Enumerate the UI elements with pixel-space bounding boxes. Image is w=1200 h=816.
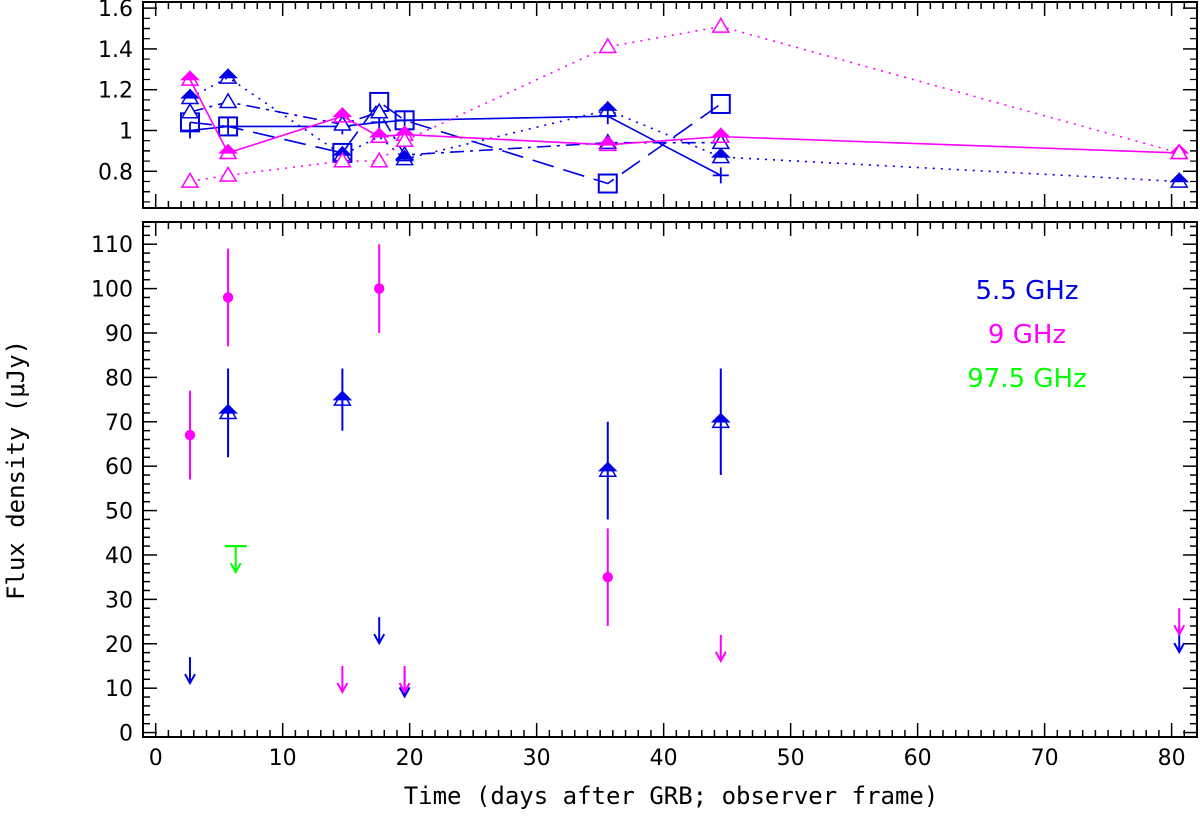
y-tick-label: 100 <box>91 278 133 303</box>
top-point-2-1 <box>218 92 238 109</box>
top-point-2-0 <box>180 102 200 119</box>
top-point-4-0-outline <box>180 70 200 86</box>
y-tick-label: 110 <box>91 233 133 258</box>
top-panel: 0.8 1 1.2 1.4 1.6 <box>98 0 1198 209</box>
top-point-1-6 <box>710 93 731 114</box>
top-point-5-3 <box>369 151 389 168</box>
top-point-3-7-outline <box>1169 172 1189 188</box>
y-tick-label: 1.2 <box>98 79 133 104</box>
y-tick-label: 0.8 <box>98 160 133 185</box>
y-tick-label: 80 <box>105 366 133 391</box>
upper-limit-arrow-1-0 <box>336 665 349 695</box>
data-point-1-0 <box>184 429 196 441</box>
x-tick-label: 50 <box>777 746 805 771</box>
top-point-3-5-outline <box>598 100 618 117</box>
upper-limit-arrow-1-2 <box>714 634 727 663</box>
top-point-5-7 <box>1169 143 1189 160</box>
data-point-1-3 <box>602 571 613 583</box>
top-point-5-4 <box>395 131 414 148</box>
data-point-0-0-outline <box>218 403 238 420</box>
y-tick-label: 1.6 <box>98 0 133 22</box>
x-tick-label: 0 <box>149 746 163 771</box>
y-tick-label: 40 <box>105 544 133 569</box>
top-point-4-6-outline <box>711 127 731 143</box>
top-point-2-3 <box>369 102 389 119</box>
y-tick-label: 90 <box>105 322 133 347</box>
upper-limit-arrow-2-0 <box>229 546 242 575</box>
top-point-5-5 <box>598 37 618 54</box>
y-tick-label: 1 <box>119 119 133 144</box>
top-series-line-5 <box>189 25 1180 183</box>
top-point-5-0 <box>180 172 200 188</box>
top-series-line-1 <box>189 100 722 185</box>
upper-limit-arrow-0-0 <box>184 657 196 686</box>
x-tick-label: 30 <box>523 746 551 771</box>
top-series-line-4 <box>189 79 1180 154</box>
top-point-5-2 <box>333 151 352 168</box>
upper-limit-arrow-1-1 <box>398 665 411 695</box>
y-tick-label: 20 <box>105 633 133 658</box>
top-point-3-1-outline <box>218 67 238 84</box>
legend-item-1: 9 GHz <box>988 320 1066 350</box>
data-point-0-1-outline <box>333 390 352 406</box>
data-point-1-1 <box>222 292 234 303</box>
top-panel-frame <box>142 1 1198 209</box>
data-point-0-2-outline <box>598 461 618 477</box>
legend-item-2: 97.5 GHz <box>967 364 1087 394</box>
x-tick-label: 10 <box>269 746 297 771</box>
x-tick-label: 40 <box>650 746 678 771</box>
x-tick-label: 60 <box>904 746 932 771</box>
top-point-4-1-outline <box>218 143 238 160</box>
data-point-1-2 <box>373 283 385 294</box>
top-point-3-0-outline <box>180 88 200 105</box>
y-tick-label: 10 <box>105 677 133 702</box>
y-tick-label: 1.4 <box>98 38 133 63</box>
upper-limit-arrow-0-1 <box>373 617 386 646</box>
top-point-0-6 <box>712 167 729 184</box>
x-tick-label: 20 <box>396 746 424 771</box>
y-tick-label: 60 <box>105 455 133 480</box>
upper-limit-arrow-1-3 <box>1173 608 1186 637</box>
y-axis-title: Flux density (μJy) <box>2 340 30 600</box>
x-tick-label: 80 <box>1158 746 1186 771</box>
top-series-line-0 <box>189 115 722 177</box>
top-point-1-1 <box>218 116 239 137</box>
top-series-line-2 <box>189 101 721 156</box>
y-tick-label: 0 <box>119 722 133 747</box>
top-point-1-5 <box>597 173 618 194</box>
data-point-0-3-outline <box>711 412 731 429</box>
bottom-panel: 0 10 20 30 40 50 60 70 80 0 10 20 30 40 50 60 70 80 90 100 1… <box>91 221 1198 771</box>
top-point-3-4-outline <box>395 149 414 166</box>
top-point-4-3-outline <box>369 127 389 143</box>
x-axis-title: Time (days after GRB; observer frame) <box>404 782 939 810</box>
legend-item-0: 5.5 GHz <box>976 276 1079 306</box>
top-point-3-6-outline <box>711 147 731 164</box>
y-tick-label: 70 <box>105 411 133 436</box>
x-tick-label: 70 <box>1031 746 1059 771</box>
top-point-5-6 <box>711 16 731 33</box>
y-tick-label: 50 <box>105 500 133 525</box>
top-point-2-2 <box>333 114 352 131</box>
top-point-4-5-outline <box>598 135 618 152</box>
y-tick-label: 30 <box>105 588 133 613</box>
bottom-panel-frame <box>142 221 1198 738</box>
top-point-4-2-outline <box>333 106 352 123</box>
top-point-5-1 <box>218 165 238 182</box>
